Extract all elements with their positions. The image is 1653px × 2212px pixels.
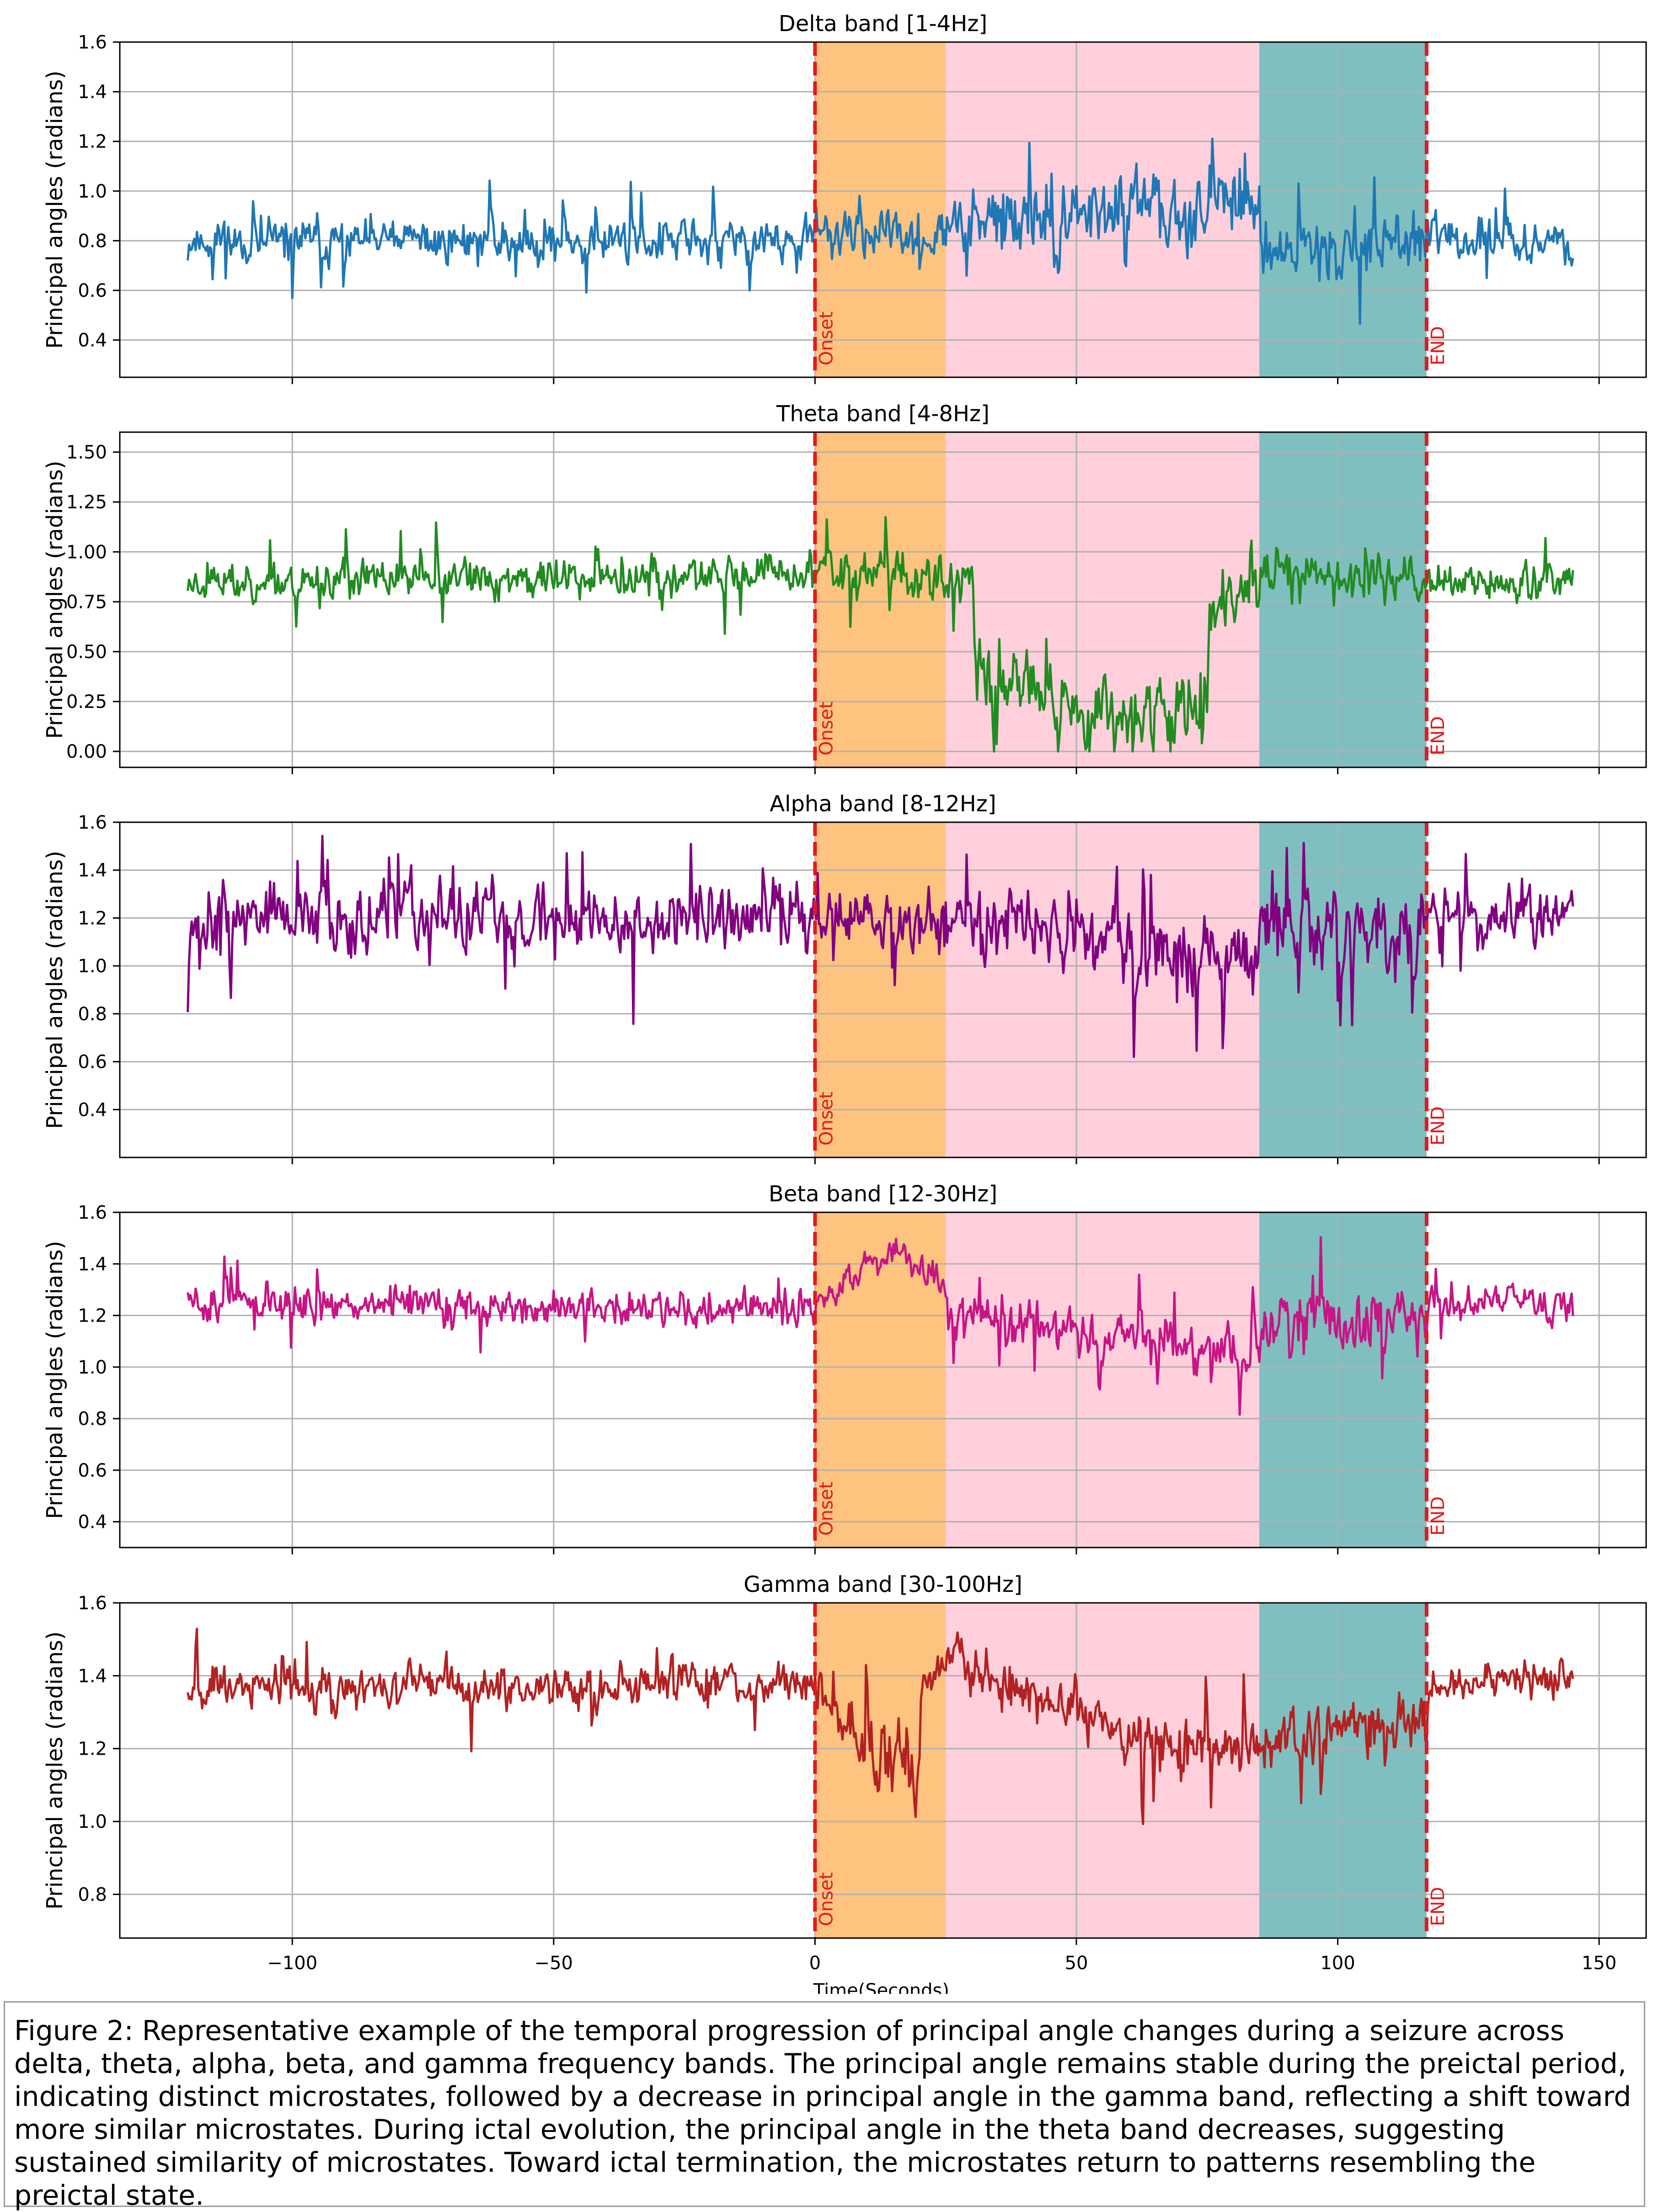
y-tick-label: 1.4 <box>78 1666 107 1687</box>
y-tick-label: 0.6 <box>78 1052 107 1073</box>
y-tick-label: 1.4 <box>78 860 107 881</box>
panel-2: Onset END 0.00 0.25 0.50 0.75 1.00 1.25 1.50 Thet… <box>42 401 1647 774</box>
y-tick-label: 1.2 <box>78 1306 107 1327</box>
y-tick-label: 1.0 <box>78 181 107 202</box>
panel-4: Onset END 0.4 0.6 0.8 1.0 1.2 1.4 1.6 Beta band [… <box>42 1181 1647 1554</box>
plot-frame <box>119 821 1647 1158</box>
shaded-region-2 <box>946 1212 1260 1548</box>
end-marker-label: END <box>1428 1887 1449 1926</box>
y-axis-label: Principal angles (radians) <box>42 70 68 348</box>
shaded-region-1 <box>815 42 946 377</box>
plot-frame <box>119 1211 1647 1548</box>
y-tick-label: 0.00 <box>66 741 107 762</box>
y-tick-label: 1.00 <box>66 542 107 563</box>
shaded-region-2 <box>946 822 1260 1157</box>
panel-title: Gamma band [30-100Hz] <box>744 1572 1022 1597</box>
y-axis-label: Principal angles (radians) <box>42 1631 68 1909</box>
y-tick-label: 0.6 <box>78 280 107 301</box>
end-marker-label: END <box>1428 716 1449 755</box>
series-line <box>187 835 1574 1058</box>
y-tick-label: 0.50 <box>66 642 107 663</box>
x-axis-label: Time(Seconds) <box>813 1980 949 1994</box>
shaded-region-3 <box>1259 1603 1427 1938</box>
y-tick-label: 0.6 <box>78 1460 107 1481</box>
panel-5: Onset END 0.8 1.0 1.2 1.4 1.6 −100 −50 0 50 100 150 G… <box>42 1572 1647 1994</box>
panel-title: Alpha band [8-12Hz] <box>770 791 996 817</box>
onset-marker-label: Onset <box>816 311 837 365</box>
plot-frame <box>119 1602 1647 1939</box>
end-marker-label: END <box>1428 1496 1449 1536</box>
end-marker-label: END <box>1428 1106 1449 1146</box>
shaded-region-2 <box>946 1603 1260 1938</box>
panel-1: Onset END 0.4 0.6 0.8 1.0 1.2 1.4 1.6 Delta band … <box>42 11 1647 384</box>
x-tick-label: 50 <box>1065 1953 1088 1974</box>
x-tick-label: −50 <box>535 1953 573 1974</box>
panel-title: Theta band [4-8Hz] <box>776 401 990 427</box>
y-tick-label: 1.2 <box>78 908 107 929</box>
y-tick-label: 0.4 <box>78 1512 107 1533</box>
shaded-region-3 <box>1259 822 1427 1157</box>
panel-3: Onset END 0.4 0.6 0.8 1.0 1.2 1.4 1.6 Alpha band … <box>42 791 1647 1164</box>
y-tick-label: 1.6 <box>78 1593 107 1614</box>
onset-marker-label: Onset <box>816 1092 837 1146</box>
y-tick-label: 0.4 <box>78 1099 107 1120</box>
y-tick-label: 1.2 <box>78 131 107 152</box>
y-tick-label: 0.8 <box>78 1004 107 1025</box>
y-tick-label: 0.25 <box>66 691 107 712</box>
y-axis-label: Principal angles (radians) <box>42 851 68 1129</box>
shaded-region-1 <box>815 432 946 767</box>
shaded-region-1 <box>815 822 946 1157</box>
shaded-region-3 <box>1259 432 1427 767</box>
y-axis-label: Principal angles (radians) <box>42 461 68 739</box>
series-line <box>187 137 1574 325</box>
y-tick-label: 0.8 <box>78 1409 107 1430</box>
x-tick-label: −100 <box>267 1953 317 1974</box>
y-tick-label: 0.8 <box>78 1884 107 1905</box>
shaded-region-3 <box>1259 42 1427 377</box>
y-tick-label: 0.75 <box>66 592 107 613</box>
series-line <box>187 516 1574 753</box>
y-tick-label: 1.25 <box>66 492 107 513</box>
y-tick-label: 1.4 <box>78 82 107 103</box>
plot-frame <box>119 431 1647 768</box>
x-tick-label: 150 <box>1582 1953 1616 1974</box>
y-tick-label: 1.0 <box>78 956 107 977</box>
series-line <box>187 1236 1574 1416</box>
x-tick-label: 100 <box>1320 1953 1355 1974</box>
y-tick-label: 1.6 <box>78 812 107 833</box>
onset-marker-label: Onset <box>816 1482 837 1536</box>
plot-frame <box>119 41 1647 378</box>
panel-title: Delta band [1-4Hz] <box>779 11 988 37</box>
figure-caption: Figure 2: Representative example of the … <box>14 2015 1632 2212</box>
y-tick-label: 1.0 <box>78 1811 107 1832</box>
y-tick-label: 1.6 <box>78 32 107 53</box>
y-tick-label: 1.6 <box>78 1202 107 1223</box>
y-tick-label: 0.4 <box>78 330 107 351</box>
y-tick-label: 1.50 <box>66 442 107 463</box>
y-tick-label: 1.2 <box>78 1739 107 1760</box>
figure-chart-panels: Onset END 0.4 0.6 0.8 1.0 1.2 1.4 1.6 Delta band … <box>42 11 1647 1994</box>
y-tick-label: 0.8 <box>78 230 107 252</box>
x-tick-label: 0 <box>809 1953 821 1974</box>
y-tick-label: 1.0 <box>78 1357 107 1378</box>
shaded-region-3 <box>1259 1212 1427 1548</box>
series-line <box>187 1628 1574 1826</box>
figure-caption-box: Figure 2: Representative example of the … <box>4 2001 1645 2212</box>
y-tick-label: 1.4 <box>78 1254 107 1275</box>
panel-title: Beta band [12-30Hz] <box>769 1181 997 1207</box>
onset-marker-label: Onset <box>816 1872 837 1926</box>
onset-marker-label: Onset <box>816 702 837 755</box>
end-marker-label: END <box>1428 326 1449 365</box>
y-axis-label: Principal angles (radians) <box>42 1241 68 1519</box>
